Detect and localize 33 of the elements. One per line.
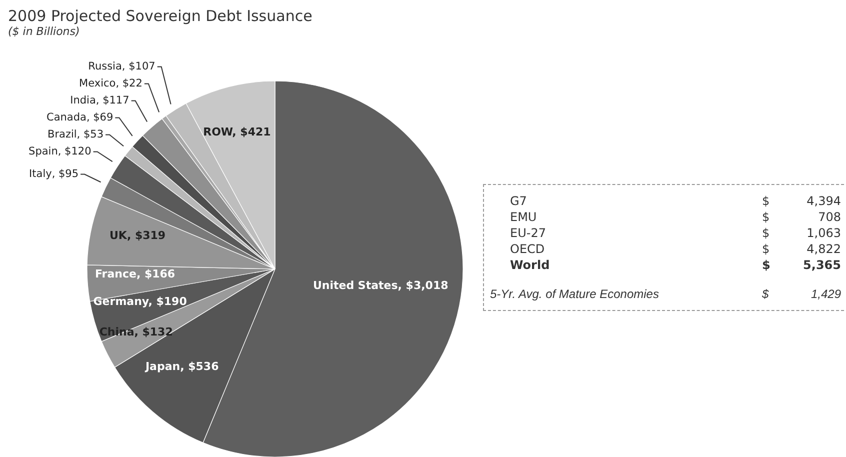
chart-title: 2009 Projected Sovereign Debt Issuance [8,7,314,25]
slice-label: Spain, $120 [28,146,92,158]
text: $ [761,209,771,225]
text: $ [761,241,771,257]
chart-subtitle: ($ in Billions) [8,25,81,38]
text: 1,429 [810,286,842,302]
slice-label: France, $166 [94,267,176,280]
text: $ [761,225,771,241]
slice-label: UK, $319 [110,229,166,242]
text: 1,063 [806,225,842,241]
text: 5,365 [802,257,842,273]
slice-label: Brazil, $53 [48,128,104,141]
slice-label: Mexico, $22 [79,78,142,90]
text: 708 [817,209,842,225]
text: 4,822 [806,241,842,257]
text: G7 [509,193,528,209]
text: $ [761,286,770,302]
text: $ [761,257,772,273]
text: OECD [509,241,546,257]
text: 5-Yr. Avg. of Mature Economies [490,286,660,302]
slice-label: Italy, $95 [29,168,79,180]
text: EU-27 [509,225,547,241]
slice-label: India, $117 [70,94,130,107]
slice-label: Canada, $69 [46,112,114,124]
slice-label: United States, $3,018 [312,279,448,292]
slice-label: Japan, $536 [144,360,220,373]
slice-label: Russia, $107 [88,60,156,73]
text: World [509,257,551,273]
slice-label: ROW, $421 [203,126,271,139]
text: 4,394 [806,193,842,209]
text: $ [761,193,771,209]
text: EMU [509,209,538,225]
slice-label: Germany, $190 [93,294,188,308]
